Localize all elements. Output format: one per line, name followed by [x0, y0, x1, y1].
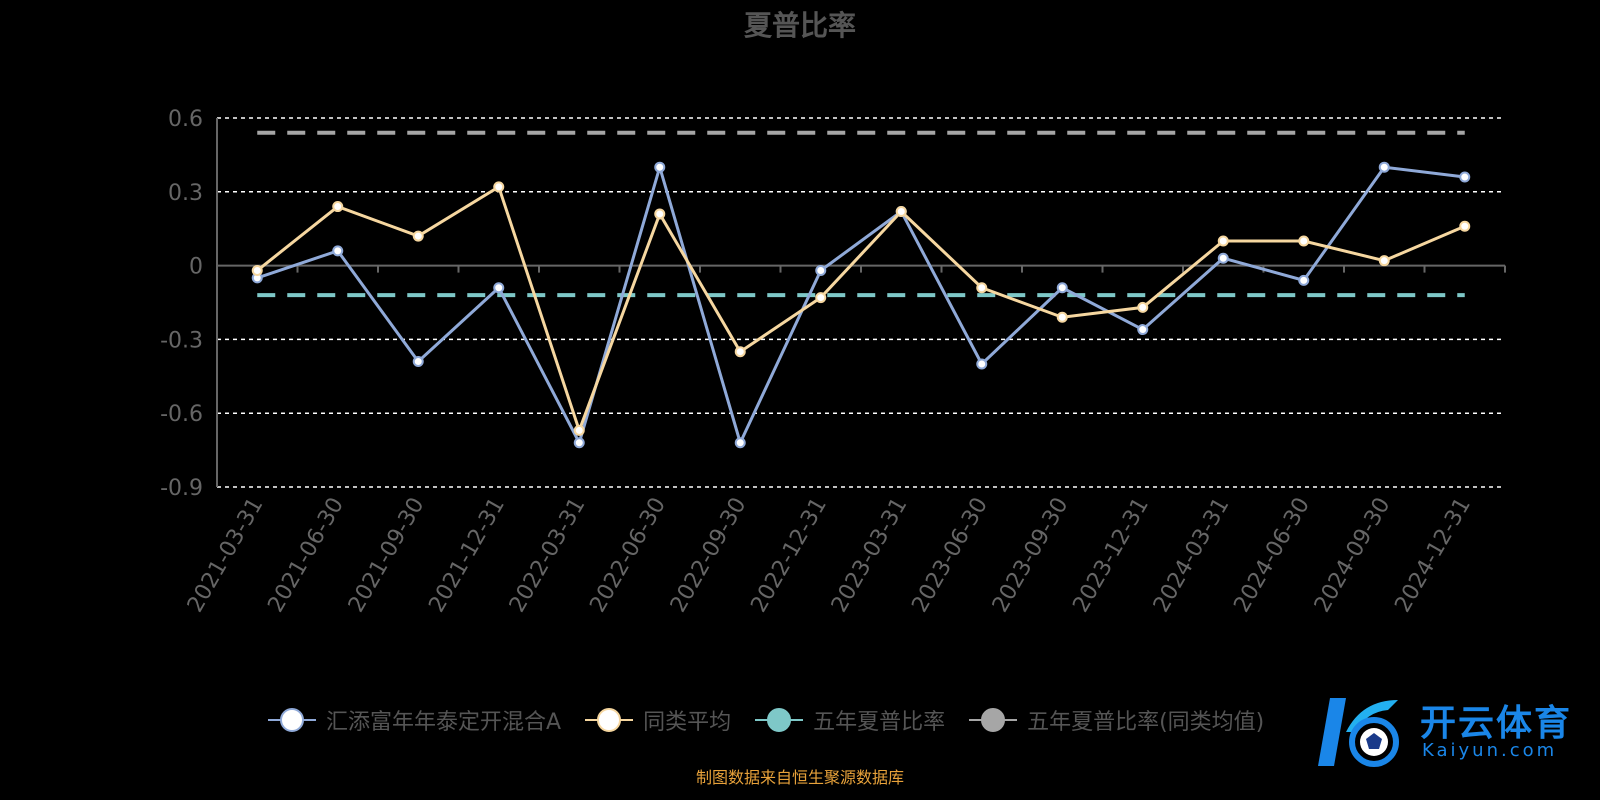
x-tick-label: 2024-06-30	[1229, 494, 1315, 617]
fund-data-point[interactable]	[654, 161, 666, 173]
fund-data-point[interactable]	[332, 245, 344, 257]
y-tick-label: -0.9	[160, 476, 203, 501]
fund-data-point[interactable]	[573, 437, 585, 449]
x-tick-label: 2022-09-30	[666, 494, 752, 617]
kaiyun-logo-icon	[1318, 698, 1399, 767]
legend-swatch-five-year-peer	[969, 707, 1018, 733]
x-tick-label: 2022-03-31	[505, 494, 591, 617]
x-tick-label: 2023-09-30	[988, 494, 1074, 617]
peer-avg-data-point[interactable]	[1298, 235, 1310, 247]
x-tick-label: 2024-09-30	[1310, 494, 1396, 617]
peer-avg-data-point[interactable]	[895, 205, 907, 217]
legend-label-five-year: 五年夏普比率	[813, 710, 946, 735]
fund-data-point[interactable]	[734, 437, 746, 449]
x-tick-label: 2021-06-30	[263, 494, 349, 617]
peer-avg-data-point[interactable]	[332, 201, 344, 213]
chart-title: 夏普比率	[743, 9, 856, 42]
legend-item-peer-avg[interactable]: 同类平均	[585, 704, 731, 736]
fund-series-line	[256, 161, 1465, 447]
peer-avg-series-line	[256, 184, 1466, 435]
legend-swatch-fund	[268, 707, 316, 733]
fund-data-point[interactable]	[815, 265, 827, 277]
x-tick-label: 2023-03-31	[827, 494, 913, 617]
fund-data-point[interactable]	[1137, 324, 1149, 336]
y-tick-label: 0	[189, 255, 203, 280]
watermark-sub-text: Kaiyun.com	[1422, 740, 1558, 761]
x-tick-label: 2024-12-31	[1390, 494, 1476, 617]
peer-avg-data-point[interactable]	[815, 292, 827, 304]
fund-data-point[interactable]	[493, 282, 505, 294]
x-tick-label: 2022-12-31	[746, 494, 832, 617]
x-tick-label: 2021-03-31	[183, 494, 269, 617]
fund-data-point[interactable]	[1298, 274, 1310, 286]
peer-avg-data-point[interactable]	[1459, 220, 1471, 232]
watermark-main-text: 开云体育	[1420, 703, 1573, 744]
peer-avg-data-point[interactable]	[654, 208, 666, 220]
x-tick-label: 2023-12-31	[1068, 494, 1154, 617]
peer-avg-data-point[interactable]	[1217, 235, 1229, 247]
x-tick-label: 2022-06-30	[585, 494, 671, 617]
source-note: 制图数据来自恒生聚源数据库	[695, 768, 904, 787]
peer-avg-data-point[interactable]	[573, 424, 585, 436]
legend-item-five-year-peer[interactable]: 五年夏普比率(同类均值)	[969, 704, 1264, 736]
kaiyun-watermark: 开云体育 Kaiyun.com	[1312, 692, 1592, 772]
y-tick-label: -0.3	[160, 328, 203, 353]
peer-avg-data-point[interactable]	[734, 346, 746, 358]
peer-avg-data-point[interactable]	[412, 230, 424, 242]
legend-item-fund[interactable]: 汇添富年年泰定开混合A	[268, 704, 561, 736]
peer-avg-data-point[interactable]	[493, 181, 505, 193]
y-tick-label: 0.6	[168, 107, 203, 132]
peer-avg-data-point[interactable]	[1378, 255, 1390, 267]
legend-swatch-five-year	[755, 707, 804, 733]
peer-avg-data-point[interactable]	[251, 265, 263, 277]
legend-swatch-peer-avg	[585, 707, 634, 733]
x-tick-label: 2023-06-30	[907, 494, 993, 617]
legend-label-fund: 汇添富年年泰定开混合A	[326, 710, 562, 735]
peer-avg-data-point[interactable]	[1056, 311, 1068, 323]
peer-avg-data-point[interactable]	[1137, 301, 1149, 313]
fund-data-point[interactable]	[1378, 161, 1390, 173]
x-tick-label: 2024-03-31	[1149, 494, 1235, 617]
peer-avg-data-point[interactable]	[976, 282, 988, 294]
y-tick-label: 0.3	[168, 181, 203, 206]
legend-label-five-year-peer: 五年夏普比率(同类均值)	[1027, 710, 1265, 735]
fund-data-point[interactable]	[1459, 171, 1471, 183]
x-tick-label: 2021-09-30	[344, 494, 430, 617]
x-tick-label: 2021-12-31	[424, 494, 510, 617]
fund-data-point[interactable]	[976, 358, 988, 370]
chart-legend: 汇添富年年泰定开混合A 同类平均 五年夏普比率 五年夏普比率(同类均值)	[268, 704, 1264, 736]
y-tick-label: -0.6	[160, 402, 203, 427]
fund-data-point[interactable]	[412, 356, 424, 368]
legend-label-peer-avg: 同类平均	[643, 710, 732, 735]
fund-data-point[interactable]	[1056, 282, 1068, 294]
fund-data-point[interactable]	[1217, 252, 1229, 264]
legend-item-five-year[interactable]: 五年夏普比率	[755, 704, 945, 736]
